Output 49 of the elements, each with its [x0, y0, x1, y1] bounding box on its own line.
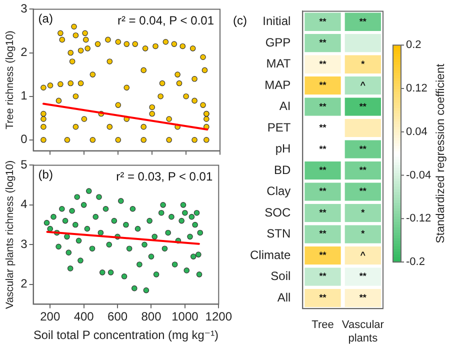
- y-tick-label: Soil: [270, 269, 291, 284]
- y-tick-label: 2: [20, 276, 28, 291]
- y-tick-label: 2: [20, 45, 28, 60]
- y-tick-label: 5: [20, 158, 28, 172]
- x-tick-label: 1200: [205, 310, 232, 324]
- annotation: r² = 0.04, P < 0.01: [117, 14, 214, 28]
- annotation: r² = 0.03, P < 0.01: [116, 170, 213, 184]
- y-tick-label: 3: [20, 236, 28, 251]
- x-tick-label: 400: [74, 310, 94, 324]
- data-label: **: [359, 271, 367, 282]
- y-tick-label: MAT: [266, 56, 292, 71]
- y-tick-label: BD: [274, 162, 292, 177]
- y-tick-label: AI: [279, 99, 291, 114]
- y-axis-title: Vascular plants richness (log10): [4, 160, 16, 310]
- y-tick-label: All: [277, 290, 291, 304]
- y-tick-label: 0: [20, 132, 28, 146]
- y-tick-label: Clay: [266, 184, 291, 198]
- y-tick-label: STN: [266, 226, 291, 241]
- y-tick-label: 4: [20, 197, 28, 212]
- color-bar-label: 0.12: [406, 82, 428, 95]
- data-label: **: [359, 186, 367, 196]
- x-tick-label: Vascular plants: [342, 319, 384, 344]
- y-tick-label: 3: [20, 2, 28, 16]
- y-tick-label: PET: [267, 120, 292, 134]
- x-tick-label: 800: [141, 310, 162, 324]
- x-axis-title: Soil total P concentration (mg kg⁻¹): [33, 328, 219, 342]
- x-tick-label: 1000: [172, 310, 199, 324]
- y-tick-label: 1: [20, 88, 28, 103]
- x-tick-label: 200: [40, 310, 60, 324]
- x-tick-label: 600: [108, 310, 128, 324]
- color-bar-label: 0.04: [406, 126, 428, 138]
- color-bar-title: Standardized regression coefficient: [435, 63, 448, 244]
- y-axis-title: Tree richness (log10): [4, 30, 16, 130]
- x-tick-label: Tree: [312, 319, 334, 332]
- y-tick-label: Initial: [262, 14, 291, 28]
- data-label: **: [359, 101, 367, 112]
- data-label: **: [359, 144, 367, 154]
- y-tick-label: pH: [275, 142, 291, 156]
- y-tick-label: GPP: [265, 35, 291, 50]
- color-bar-label: -0.2: [406, 256, 425, 268]
- y-tick-label: Climate: [250, 248, 291, 262]
- chart-title: (b): [38, 168, 53, 182]
- color-bar-label: -0.12: [406, 212, 432, 225]
- color-bar-label: 0.2: [406, 39, 422, 52]
- chart-title: (c): [233, 14, 247, 28]
- color-bar-label: -0.04: [406, 169, 432, 182]
- chart-title: (a): [38, 12, 53, 26]
- y-tick-label: SOC: [264, 205, 291, 220]
- y-tick-label: MAP: [264, 78, 291, 92]
